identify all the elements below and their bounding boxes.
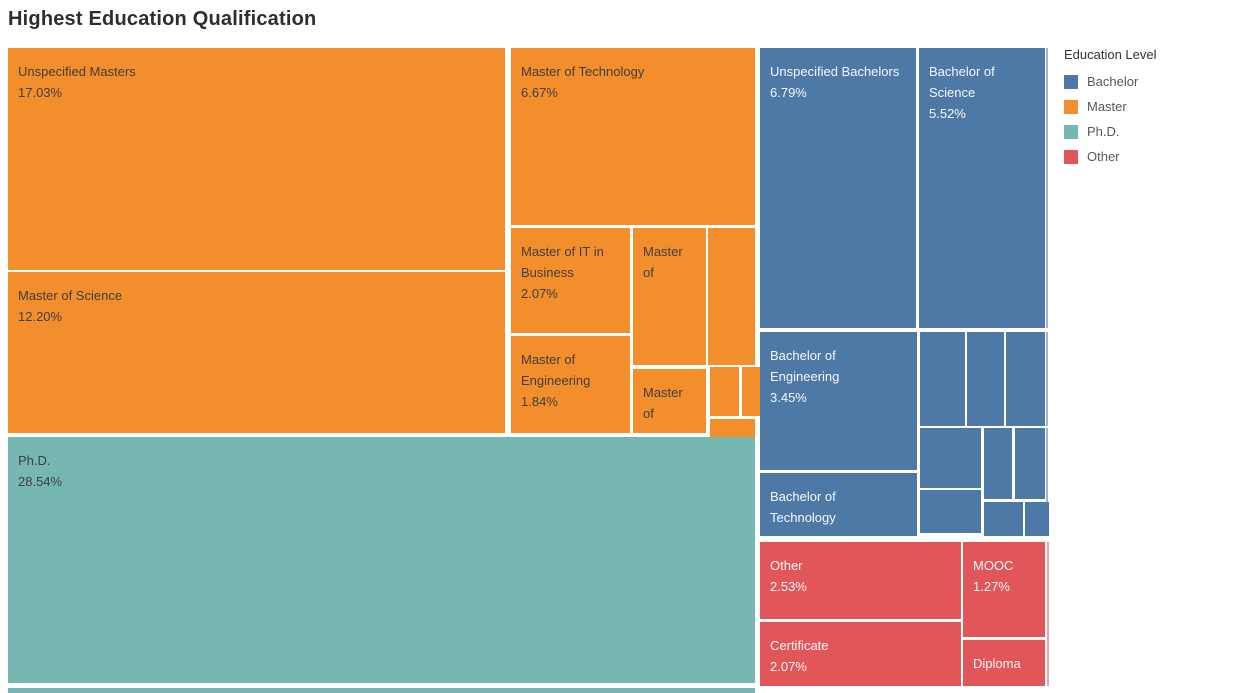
- legend-item-bachelor[interactable]: Bachelor: [1064, 69, 1157, 94]
- treemap-tile-master-of[interactable]: Master of: [633, 369, 706, 433]
- tile-label: Master of Engineering: [521, 352, 591, 388]
- tile-percent: 2.53%: [770, 579, 807, 594]
- treemap-tile-master-of-technology[interactable]: Master of Technology 6.67%: [511, 48, 755, 225]
- treemap-tile-master-of[interactable]: Master of: [633, 228, 706, 365]
- treemap-tile-bachelor-of-engineering[interactable]: Bachelor of Engineering 3.45%: [760, 332, 917, 470]
- tile-label: Bachelor of Technology: [770, 489, 836, 525]
- legend-label: Bachelor: [1087, 74, 1139, 89]
- treemap-tile-master-of-science[interactable]: Master of Science 12.20%: [8, 272, 505, 433]
- treemap-tile-ph-d[interactable]: Ph.D. 28.54%: [8, 437, 755, 683]
- treemap-tile-certificate[interactable]: Certificate 2.07%: [760, 622, 961, 686]
- treemap-tile[interactable]: [1006, 332, 1045, 426]
- treemap-sliver: [1047, 542, 1049, 686]
- treemap-tile-bachelor-of-technology[interactable]: Bachelor of Technology: [760, 473, 917, 536]
- treemap-tile-other[interactable]: Other 2.53%: [760, 542, 961, 619]
- tile-percent: 17.03%: [18, 85, 63, 100]
- tile-percent: 28.54%: [18, 474, 63, 489]
- tile-percent: 6.79%: [770, 85, 807, 100]
- legend-swatch-icon: [1064, 149, 1078, 164]
- treemap-tile-diploma[interactable]: Diploma: [963, 640, 1045, 686]
- legend-swatch-icon: [1064, 124, 1078, 139]
- tile-label: Ph.D.: [18, 453, 51, 468]
- chart-title: Highest Education Qualification: [8, 8, 317, 30]
- treemap-tile[interactable]: [984, 428, 1012, 499]
- tile-label: Bachelor of Engineering: [770, 348, 840, 384]
- legend-item-other[interactable]: Other: [1064, 144, 1157, 169]
- tile-label: Unspecified Masters: [18, 64, 136, 79]
- treemap-tile[interactable]: [920, 428, 981, 488]
- tile-percent: 6.67%: [521, 85, 558, 100]
- tile-percent: 2.07%: [770, 659, 807, 674]
- treemap-tile[interactable]: [710, 367, 739, 416]
- treemap-tile[interactable]: [708, 228, 755, 365]
- tile-label: Master of: [643, 385, 683, 421]
- treemap-tile[interactable]: [8, 688, 755, 693]
- legend-title: Education Level: [1064, 47, 1157, 62]
- legend-swatch-icon: [1064, 74, 1078, 89]
- tile-label: Master of Science: [18, 288, 123, 303]
- treemap-tile[interactable]: [920, 332, 965, 426]
- treemap-tile[interactable]: [1025, 502, 1049, 536]
- legend-label: Other: [1087, 149, 1120, 164]
- tile-label: Unspecified Bachelors: [770, 64, 900, 79]
- treemap-tile[interactable]: [1015, 428, 1045, 499]
- treemap-sliver: [1046, 48, 1048, 328]
- tile-percent: 1.27%: [973, 579, 1010, 594]
- tile-label: Other: [770, 558, 803, 573]
- treemap-tile[interactable]: [710, 419, 755, 440]
- tile-label: Master of IT in Business: [521, 244, 604, 280]
- treemap-tile-master-of-engineering[interactable]: Master of Engineering 1.84%: [511, 336, 630, 433]
- legend-item-ph-d[interactable]: Ph.D.: [1064, 119, 1157, 144]
- tile-percent: 1.84%: [521, 394, 558, 409]
- treemap-tile-master-of-it-in-business[interactable]: Master of IT in Business 2.07%: [511, 228, 630, 333]
- treemap-tile[interactable]: [967, 332, 1004, 426]
- tile-percent: 2.07%: [521, 286, 558, 301]
- tile-label: Certificate: [770, 638, 829, 653]
- treemap-tile[interactable]: [984, 502, 1023, 536]
- treemap-tile-bachelor-of-science[interactable]: Bachelor of Science 5.52%: [919, 48, 1045, 328]
- tile-percent: 5.52%: [929, 106, 966, 121]
- tile-label: Master of: [643, 244, 683, 280]
- treemap-tile-mooc[interactable]: MOOC 1.27%: [963, 542, 1045, 637]
- tile-label: Master of Technology: [521, 64, 645, 79]
- legend-swatch-icon: [1064, 99, 1078, 114]
- legend-items: Bachelor Master Ph.D. Other: [1064, 69, 1157, 169]
- treemap-tile[interactable]: [920, 490, 981, 533]
- tile-label: MOOC: [973, 558, 1014, 573]
- legend-item-master[interactable]: Master: [1064, 94, 1157, 119]
- treemap-sliver: [1046, 428, 1048, 536]
- legend-label: Master: [1087, 99, 1127, 114]
- legend-label: Ph.D.: [1087, 124, 1120, 139]
- treemap-tile-unspecified-masters[interactable]: Unspecified Masters 17.03%: [8, 48, 505, 270]
- tile-percent: 12.20%: [18, 309, 63, 324]
- treemap-tile-unspecified-bachelors[interactable]: Unspecified Bachelors 6.79%: [760, 48, 916, 328]
- tile-label: Bachelor of Science: [929, 64, 995, 100]
- legend: Education Level Bachelor Master Ph.D. Other: [1064, 47, 1157, 169]
- treemap-sliver: [1046, 332, 1048, 426]
- tile-label: Diploma: [973, 656, 1021, 671]
- tile-percent: 3.45%: [770, 390, 807, 405]
